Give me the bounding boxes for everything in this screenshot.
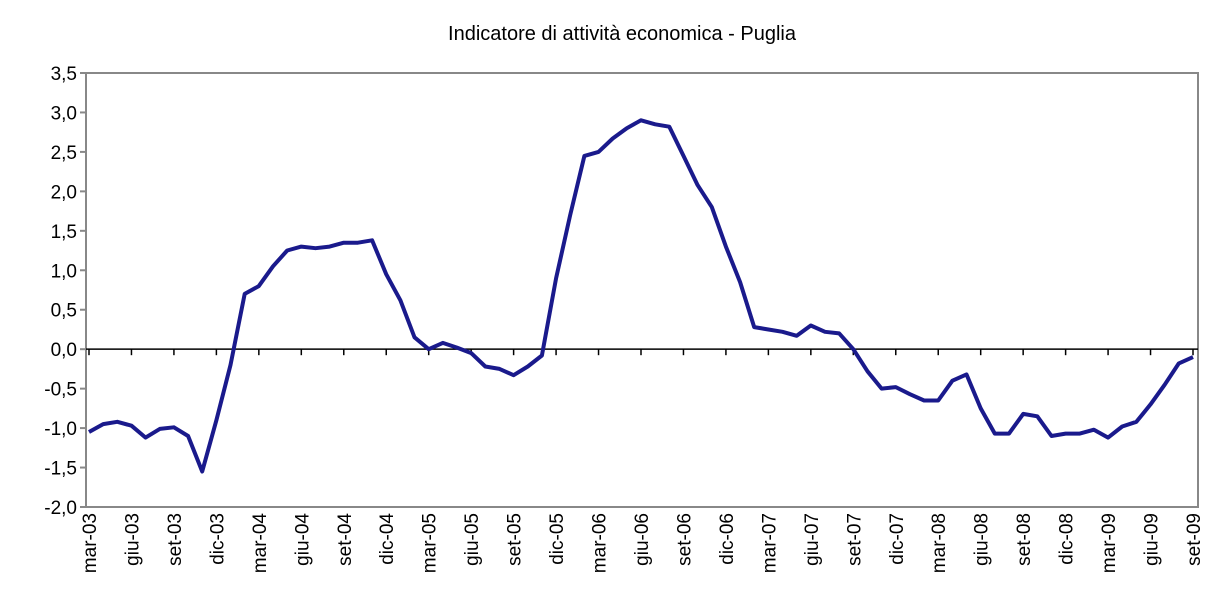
y-tick-label: -1,0 (44, 419, 77, 440)
x-tick-label: giu-07 (802, 513, 823, 566)
x-tick-label: giu-09 (1142, 513, 1163, 566)
x-tick-label: mar-07 (759, 513, 780, 573)
x-tick-label: giu-04 (292, 513, 313, 566)
x-tick-label: set-07 (844, 513, 865, 566)
chart-title: Indicatore di attività economica - Pugli… (448, 23, 797, 45)
y-tick-label: -1,5 (44, 459, 77, 480)
x-tick-label: giu-08 (972, 513, 993, 566)
x-tick-label: dic-07 (887, 513, 908, 565)
y-tick-label: 1,0 (51, 261, 77, 282)
x-tick-label: mar-03 (80, 513, 101, 573)
x-tick-label: dic-08 (1057, 513, 1078, 565)
plot-frame (85, 72, 1199, 508)
y-tick-label: -2,0 (44, 498, 77, 519)
x-tick-label: mar-09 (1099, 513, 1120, 573)
x-tick-label: set-06 (674, 513, 695, 566)
y-tick-label: 1,5 (51, 222, 77, 243)
y-tick-label: 0,0 (51, 340, 77, 361)
x-tick-label: mar-06 (590, 513, 611, 573)
x-tick-label: set-08 (1014, 513, 1035, 566)
x-tick-label: dic-06 (717, 513, 738, 565)
x-tick-label: dic-05 (547, 513, 568, 565)
x-tick-label: mar-04 (250, 513, 271, 574)
x-tick-label: set-03 (165, 513, 186, 566)
x-tick-label: dic-04 (377, 513, 398, 565)
x-tick-label: set-04 (335, 513, 356, 566)
y-tick-label: 0,5 (51, 301, 77, 322)
data-line (88, 118, 1194, 474)
x-tick-label: set-05 (505, 513, 526, 566)
x-tick-label: mar-08 (929, 513, 950, 573)
y-tick-label: 2,0 (51, 182, 77, 203)
x-tick-label: dic-03 (207, 513, 228, 565)
y-tick-label: 3,5 (51, 64, 77, 85)
x-tick-label: giu-05 (462, 513, 483, 566)
x-tick-label: mar-05 (420, 513, 441, 573)
x-tick-label: giu-06 (632, 513, 653, 566)
y-tick-label: 2,5 (51, 143, 77, 164)
x-tick-label: giu-03 (122, 513, 143, 566)
x-tick-label: set-09 (1184, 513, 1205, 566)
y-tick-label: -0,5 (44, 380, 77, 401)
y-tick-label: 3,0 (51, 103, 77, 124)
